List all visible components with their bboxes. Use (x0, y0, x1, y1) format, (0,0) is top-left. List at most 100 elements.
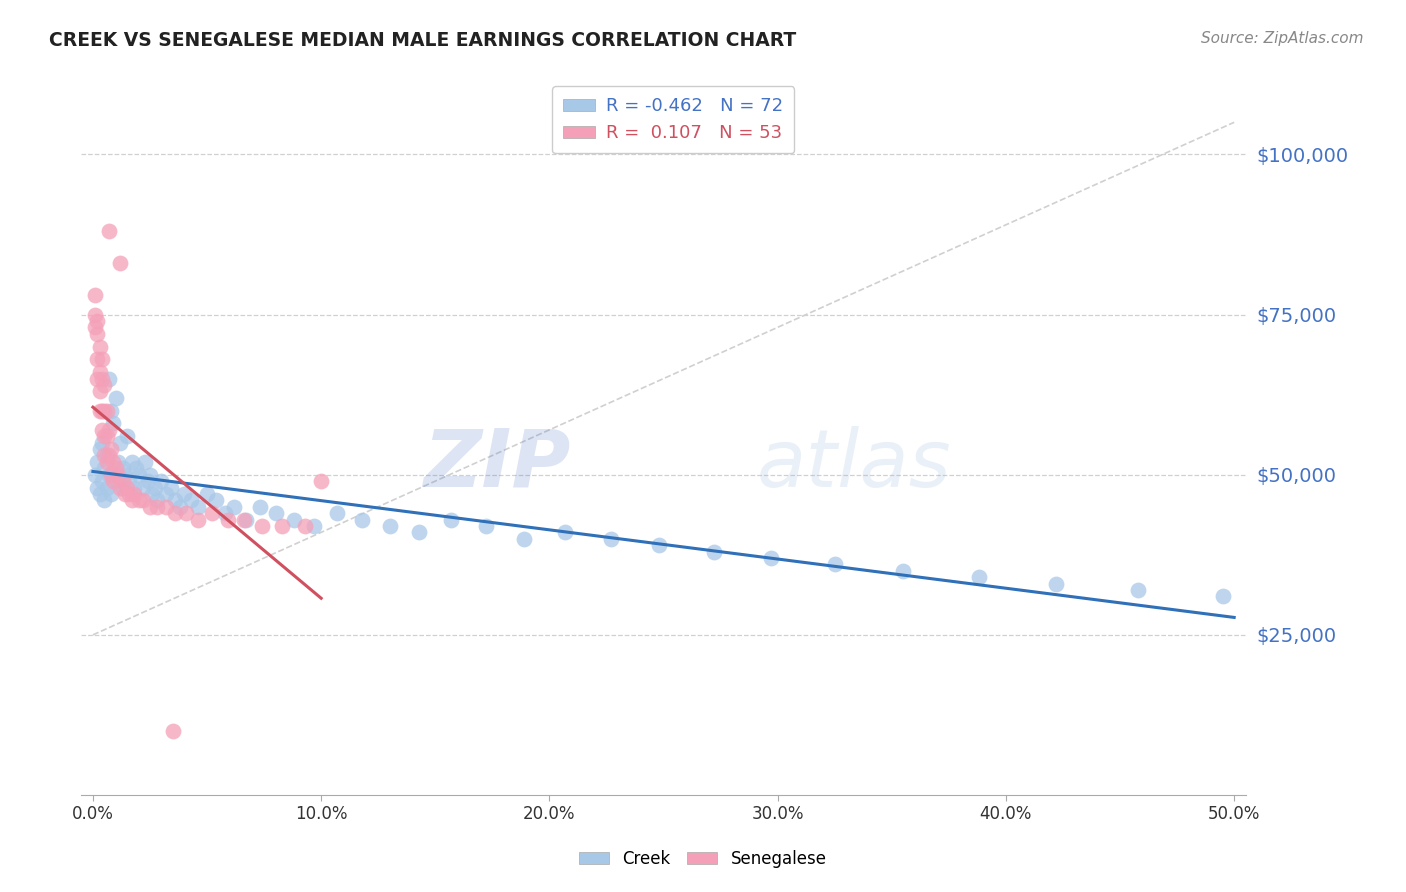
Point (86, 326, 108, 341)
Point (86, 455, 108, 469)
Point (264, 506, 287, 520)
Point (824, 558, 846, 572)
Point (513, 532, 536, 546)
Point (150, 474, 173, 488)
Point (132, 481, 155, 495)
Point (86, 314, 108, 328)
Text: ZIP: ZIP (423, 426, 571, 504)
Point (97, 423, 120, 437)
Point (96, 481, 118, 495)
Point (93, 378, 115, 392)
Point (115, 481, 138, 495)
Point (125, 461, 148, 475)
Point (84, 320, 107, 334)
Point (96, 455, 118, 469)
Point (91, 423, 114, 437)
Point (107, 467, 129, 482)
Point (114, 467, 136, 482)
Point (169, 500, 191, 514)
Point (111, 481, 134, 495)
Point (139, 500, 162, 514)
Point (89, 403, 111, 417)
Point (554, 525, 576, 540)
Point (159, 481, 181, 495)
Point (110, 435, 132, 450)
Point (408, 525, 430, 540)
Point (84, 288, 107, 302)
Point (146, 500, 169, 514)
Point (118, 487, 141, 501)
Point (1128, 582, 1150, 597)
Point (600, 532, 623, 546)
Point (440, 512, 463, 526)
Point (93, 429, 115, 443)
Point (89, 340, 111, 354)
Point (111, 461, 134, 475)
Point (86, 352, 108, 367)
Point (96, 449, 118, 463)
Point (91, 474, 114, 488)
Point (165, 493, 187, 508)
Point (155, 500, 177, 514)
Point (294, 519, 316, 533)
Point (200, 506, 222, 520)
Point (283, 512, 305, 526)
Point (146, 493, 169, 508)
Point (173, 487, 195, 501)
Point (759, 551, 782, 566)
Point (195, 487, 218, 501)
Point (128, 467, 150, 482)
Point (121, 455, 143, 469)
Legend: Creek, Senegalese: Creek, Senegalese (572, 844, 834, 875)
Point (86, 481, 108, 495)
Point (122, 487, 145, 501)
Point (104, 474, 127, 488)
Point (891, 564, 914, 578)
Point (128, 493, 150, 508)
Point (91, 403, 114, 417)
Point (118, 474, 141, 488)
Point (93, 449, 115, 463)
Point (84, 308, 107, 322)
Point (250, 519, 273, 533)
Point (155, 487, 177, 501)
Point (86, 371, 108, 385)
Point (100, 487, 122, 501)
Point (96, 429, 118, 443)
Point (309, 474, 332, 488)
Point (217, 512, 239, 526)
Point (136, 474, 159, 488)
Point (100, 403, 122, 417)
Point (232, 512, 254, 526)
Legend: R = -0.462   N = 72, R =  0.107   N = 53: R = -0.462 N = 72, R = 0.107 N = 53 (553, 87, 794, 153)
Point (134, 455, 156, 469)
Point (648, 538, 671, 552)
Point (122, 481, 145, 495)
Point (104, 461, 127, 475)
Point (111, 474, 134, 488)
Point (97, 371, 120, 385)
Point (326, 506, 349, 520)
Point (304, 519, 326, 533)
Point (187, 512, 209, 526)
Point (132, 493, 155, 508)
Point (121, 493, 143, 508)
Point (93, 403, 115, 417)
Point (97, 224, 120, 238)
Point (115, 429, 138, 443)
Text: Source: ZipAtlas.com: Source: ZipAtlas.com (1201, 31, 1364, 46)
Point (100, 442, 122, 456)
Point (187, 500, 209, 514)
Point (100, 467, 122, 482)
Point (143, 481, 166, 495)
Point (205, 493, 228, 508)
Point (103, 474, 125, 488)
Point (89, 487, 111, 501)
Point (107, 455, 129, 469)
Point (93, 461, 115, 475)
Point (1045, 576, 1067, 591)
Point (378, 519, 401, 533)
Point (141, 487, 163, 501)
Point (271, 519, 294, 533)
Point (474, 519, 496, 533)
